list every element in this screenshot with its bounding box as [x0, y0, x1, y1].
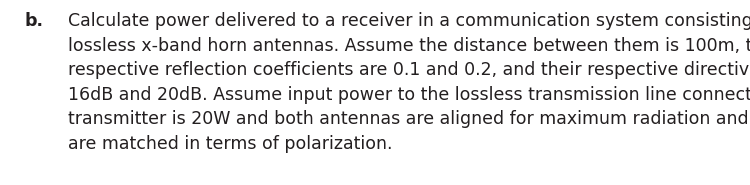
Text: Calculate power delivered to a receiver in a communication system consisting of : Calculate power delivered to a receiver …: [68, 12, 750, 30]
Text: 16dB and 20dB. Assume input power to the lossless transmission line connected to: 16dB and 20dB. Assume input power to the…: [68, 85, 750, 103]
Text: are matched in terms of polarization.: are matched in terms of polarization.: [68, 134, 392, 152]
Text: b.: b.: [25, 12, 44, 30]
Text: lossless x-band horn antennas. Assume the distance between them is 100m, their: lossless x-band horn antennas. Assume th…: [68, 36, 750, 55]
Text: respective reflection coefficients are 0.1 and 0.2, and their respective directi: respective reflection coefficients are 0…: [68, 61, 750, 79]
Text: transmitter is 20W and both antennas are aligned for maximum radiation and have: transmitter is 20W and both antennas are…: [68, 110, 750, 128]
